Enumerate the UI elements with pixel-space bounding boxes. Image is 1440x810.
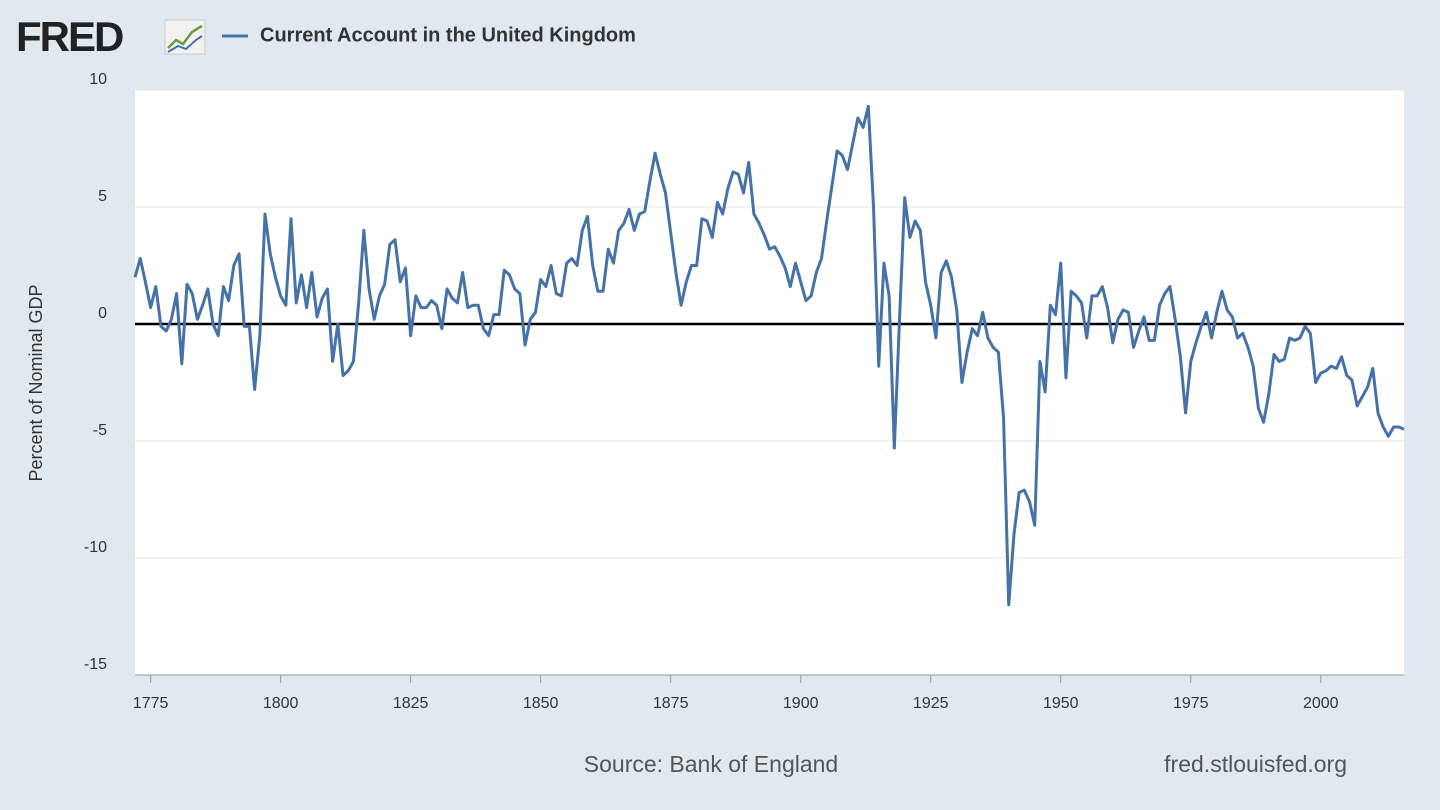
logo: FRED: [16, 13, 123, 60]
y-tick-label: -10: [84, 539, 107, 556]
x-tick-label: 1800: [263, 695, 299, 712]
x-tick-label: 1950: [1043, 695, 1079, 712]
y-tick-label: 10: [89, 71, 107, 88]
site: fred.stlouisfed.org: [1164, 751, 1347, 777]
x-tick-label: 1875: [653, 695, 689, 712]
x-tick-label: 1775: [133, 695, 169, 712]
x-tick-label: 1975: [1173, 695, 1209, 712]
y-axis-label: Percent of Nominal GDP: [26, 284, 46, 481]
y-tick-label: 0: [98, 305, 107, 322]
logo-icon: [164, 19, 206, 55]
legend-label: Current Account in the United Kingdom: [260, 24, 636, 46]
y-tick-label: 5: [98, 188, 107, 205]
x-tick-label: 1850: [523, 695, 559, 712]
y-tick-label: -5: [93, 422, 107, 439]
x-tick-label: 1825: [393, 695, 429, 712]
plot-area: [135, 90, 1404, 675]
x-tick-label: 2000: [1303, 695, 1339, 712]
x-tick-label: 1900: [783, 695, 819, 712]
source: Source: Bank of England: [584, 751, 838, 777]
x-tick-label: 1925: [913, 695, 949, 712]
series-line: [133, 104, 1405, 607]
y-tick-label: -15: [84, 656, 107, 673]
